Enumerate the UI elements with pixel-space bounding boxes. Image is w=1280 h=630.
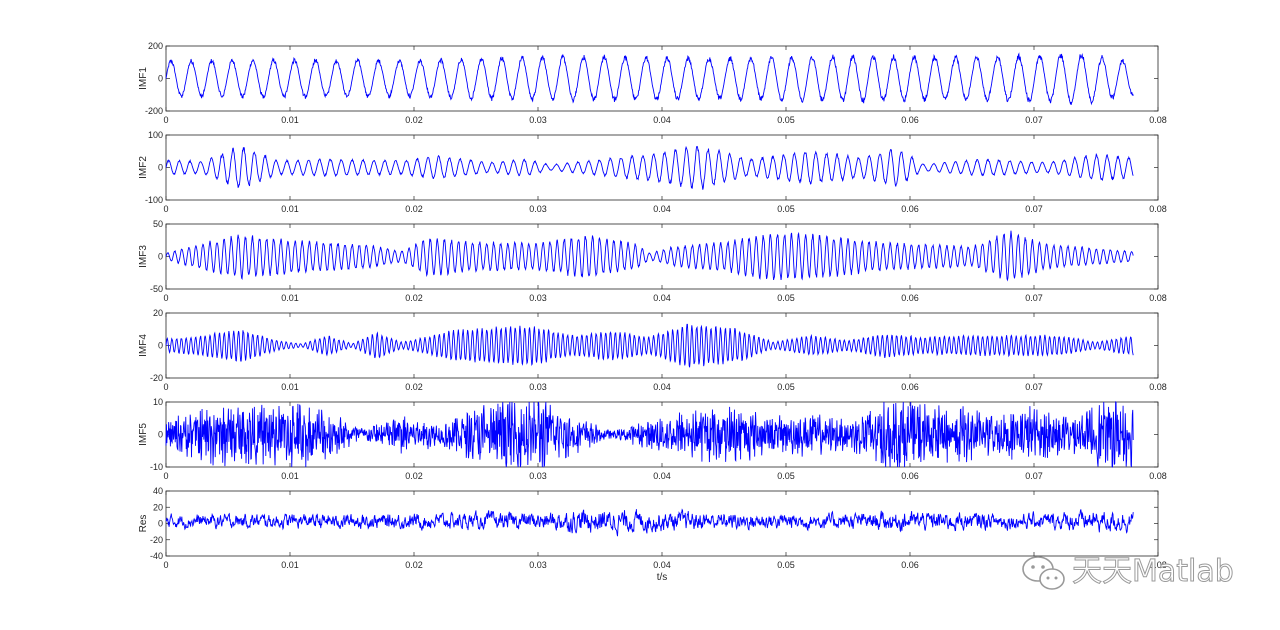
subplot-stack: 0 0.01 0.02 0.03 0.04 0.05 0.06 0.07 0.08-200020…	[138, 41, 1167, 570]
y-axis-label: IMF2	[138, 156, 149, 179]
y-tick-label: 50	[153, 219, 163, 229]
x-tick-label: 0.01	[281, 293, 299, 303]
x-tick-label: 0.06	[901, 204, 919, 214]
y-tick-label: 0	[158, 252, 163, 262]
x-tick-label: 0.04	[653, 115, 671, 125]
x-tick-label: 0.07	[1025, 115, 1043, 125]
x-tick-label: 0.02	[405, 471, 423, 481]
x-tick-label: 0.04	[653, 560, 671, 570]
x-axis-label: t/s	[657, 572, 668, 583]
x-tick-label: 0.05	[777, 115, 795, 125]
y-tick-label: -200	[145, 106, 163, 116]
signal-line-res	[165, 508, 1134, 537]
signal-line-imf5	[165, 400, 1134, 468]
subplot-imf1: 0 0.01 0.02 0.03 0.04 0.05 0.06 0.07 0.08-200020…	[138, 41, 1167, 125]
x-tick-label: 0.07	[1025, 204, 1043, 214]
x-tick-label: 0.04	[653, 471, 671, 481]
x-tick-label: 0.01	[281, 382, 299, 392]
x-tick-label: 0.02	[405, 115, 423, 125]
x-tick-label: 0.08	[1149, 293, 1167, 303]
x-tick-label: 0.08	[1149, 382, 1167, 392]
x-tick-label: 0.03	[529, 560, 547, 570]
subplot-imf3: 0 0.01 0.02 0.03 0.04 0.05 0.06 0.07 0.08-50050I…	[138, 219, 1167, 303]
x-tick-label: 0.06	[901, 382, 919, 392]
y-axis-label: IMF3	[138, 245, 149, 268]
y-tick-label: 0	[158, 163, 163, 173]
x-tick-label: 0.07	[1025, 471, 1043, 481]
y-tick-label: -50	[150, 284, 163, 294]
y-tick-label: 200	[148, 41, 163, 51]
y-tick-label: -100	[145, 195, 163, 205]
y-tick-label: 100	[148, 130, 163, 140]
x-tick-label: 0.08	[1149, 560, 1167, 570]
x-tick-label: 0.08	[1149, 471, 1167, 481]
x-tick-label: 0	[163, 293, 168, 303]
y-tick-label: 0	[158, 430, 163, 440]
y-axis-label: IMF4	[138, 334, 149, 357]
x-tick-label: 0	[163, 204, 168, 214]
x-tick-label: 0.04	[653, 382, 671, 392]
y-tick-label: 10	[153, 397, 163, 407]
y-tick-label: -20	[150, 535, 163, 545]
y-axis-label: IMF5	[138, 423, 149, 446]
subplot-res: 00.010.020.030.040.050.060.070.08-40-200…	[138, 486, 1167, 570]
x-tick-label: 0.03	[529, 204, 547, 214]
x-tick-label: 0	[163, 471, 168, 481]
y-tick-label: -20	[150, 373, 163, 383]
x-tick-label: 0	[163, 382, 168, 392]
watermark: 天天Matlab	[1022, 554, 1234, 590]
x-tick-label: 0.01	[281, 115, 299, 125]
x-tick-label: 0.05	[777, 560, 795, 570]
subplot-imf4: 0 0.01 0.02 0.03 0.04 0.05 0.06 0.07 0.08-20020I…	[138, 308, 1167, 392]
y-tick-label: 40	[153, 486, 163, 496]
subplot-imf5: 0 0.01 0.02 0.03 0.04 0.05 0.06 0.07 0.08-10010I…	[138, 397, 1167, 481]
x-tick-label: 0.02	[405, 204, 423, 214]
signal-line-imf2	[165, 145, 1134, 190]
x-tick-label: 0.06	[901, 471, 919, 481]
y-axis-label: Res	[138, 515, 149, 533]
x-tick-label: 0.03	[529, 293, 547, 303]
y-tick-label: 0	[158, 341, 163, 351]
y-axis-label: IMF1	[138, 67, 149, 90]
x-tick-label: 0.02	[405, 382, 423, 392]
x-tick-label: 0.02	[405, 293, 423, 303]
x-tick-label: 0.06	[901, 560, 919, 570]
x-tick-label: 0.07	[1025, 382, 1043, 392]
x-tick-label: 0.06	[901, 293, 919, 303]
y-tick-label: -10	[150, 462, 163, 472]
signal-line-imf1	[165, 52, 1134, 106]
x-tick-label: 0.01	[281, 560, 299, 570]
x-tick-label: 0.05	[777, 204, 795, 214]
x-tick-label: 0	[163, 560, 168, 570]
x-tick-label: 0.05	[777, 382, 795, 392]
x-tick-label: 0.05	[777, 293, 795, 303]
x-tick-label: 0.08	[1149, 115, 1167, 125]
x-tick-label: 0.03	[529, 382, 547, 392]
x-tick-label: 0	[163, 115, 168, 125]
x-tick-label: 0.01	[281, 204, 299, 214]
x-tick-label: 0.02	[405, 560, 423, 570]
x-tick-label: 0.03	[529, 471, 547, 481]
y-tick-label: 0	[158, 74, 163, 84]
y-tick-label: 0	[158, 519, 163, 529]
x-tick-label: 0.07	[1025, 293, 1043, 303]
x-tick-label: 0.06	[901, 115, 919, 125]
x-tick-label: 0.05	[777, 471, 795, 481]
x-tick-label: 0.01	[281, 471, 299, 481]
signal-line-imf3	[165, 230, 1134, 282]
y-tick-label: 20	[153, 308, 163, 318]
signal-line-imf4	[165, 323, 1134, 368]
subplot-imf2: 0 0.01 0.02 0.03 0.04 0.05 0.06 0.07 0.08-100010…	[138, 130, 1167, 214]
x-tick-label: 0.03	[529, 115, 547, 125]
y-tick-label: -40	[150, 551, 163, 561]
watermark-text: 天天Matlab	[1072, 554, 1234, 589]
x-tick-label: 0.08	[1149, 204, 1167, 214]
x-tick-label: 0.04	[653, 204, 671, 214]
wechat-icon	[1022, 556, 1065, 590]
x-tick-label: 0.04	[653, 293, 671, 303]
y-tick-label: 20	[153, 502, 163, 512]
